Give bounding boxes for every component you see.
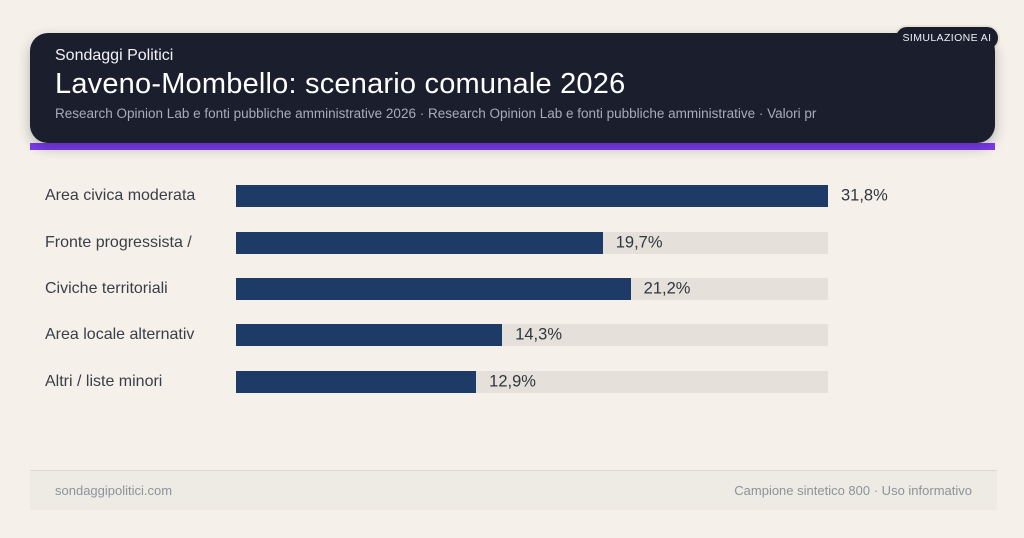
value-label: 31,8% bbox=[841, 186, 888, 205]
row-label: Altri / liste minori bbox=[45, 372, 163, 390]
bar-track: 14,3% bbox=[236, 324, 828, 347]
brand-label: Sondaggi Politici bbox=[55, 47, 174, 64]
footer: sondaggipolitici.com Campione sintetico … bbox=[30, 470, 997, 510]
bar-track: 12,9% bbox=[236, 370, 828, 393]
header-card: Sondaggi Politici Laveno-Mombello: scena… bbox=[30, 33, 995, 143]
subtitle: Research Opinion Lab e fonti pubbliche a… bbox=[55, 106, 817, 121]
value-label: 19,7% bbox=[615, 233, 663, 252]
chart-row: Fronte progressista / 19,7% bbox=[45, 219, 995, 265]
footer-source-label: sondaggipolitici.com bbox=[55, 483, 173, 498]
simulation-badge-label: SIMULAZIONE AI bbox=[902, 32, 992, 44]
row-label: Area civica moderata bbox=[45, 187, 196, 205]
accent-divider bbox=[30, 143, 995, 150]
bar-fill bbox=[236, 324, 503, 347]
bar-fill bbox=[236, 231, 603, 254]
footer-note-label: Campione sintetico 800 · Uso informativo bbox=[734, 483, 972, 498]
row-label: Fronte progressista / bbox=[45, 233, 192, 251]
bar-track: 19,7% bbox=[236, 231, 828, 254]
page-title: Laveno-Mombello: scenario comunale 2026 bbox=[55, 68, 626, 100]
chart-row: Area locale alternativ 14,3% bbox=[45, 312, 995, 358]
value-label: 21,2% bbox=[643, 279, 691, 298]
chart-row: Altri / liste minori 12,9% bbox=[45, 359, 995, 405]
bar-track: 21,2% bbox=[236, 277, 828, 300]
value-label: 14,3% bbox=[515, 325, 562, 344]
bar-fill bbox=[236, 277, 631, 300]
bar-chart: Area civica moderata 31,8% Fronte progress… bbox=[45, 173, 995, 405]
chart-row: Area civica moderata 31,8% bbox=[45, 173, 995, 219]
chart-row: Civiche territoriali 21,2% bbox=[45, 266, 995, 312]
row-label: Civiche territoriali bbox=[45, 279, 168, 297]
bar-track: 31,8% bbox=[236, 185, 888, 208]
bar-fill bbox=[236, 185, 828, 208]
bar-fill bbox=[236, 370, 477, 393]
row-label: Area locale alternativ bbox=[45, 326, 195, 344]
value-label: 12,9% bbox=[489, 372, 536, 391]
